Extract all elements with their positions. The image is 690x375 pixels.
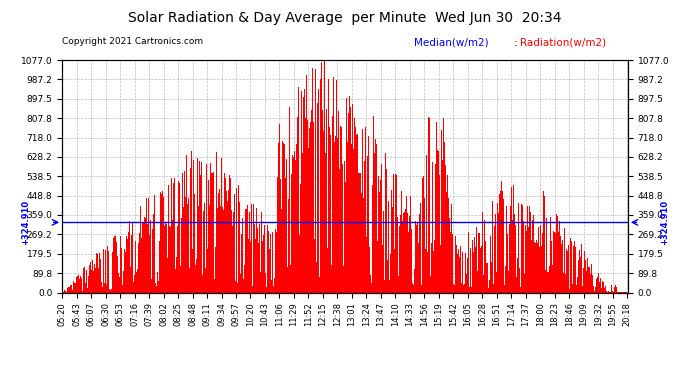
Text: Median(w/m2): Median(w/m2) (414, 38, 489, 48)
Text: Copyright 2021 Cartronics.com: Copyright 2021 Cartronics.com (62, 38, 204, 46)
Text: +324.910: +324.910 (660, 200, 669, 245)
Text: Radiation(w/m2): Radiation(w/m2) (520, 38, 606, 48)
Text: +324.910: +324.910 (21, 200, 30, 245)
Text: Solar Radiation & Day Average  per Minute  Wed Jun 30  20:34: Solar Radiation & Day Average per Minute… (128, 11, 562, 25)
Text: :: : (514, 38, 518, 48)
